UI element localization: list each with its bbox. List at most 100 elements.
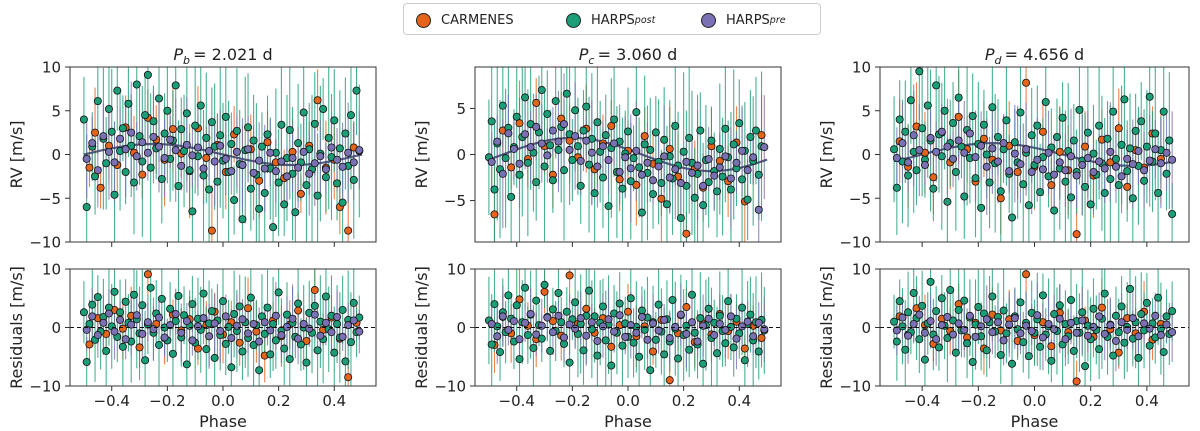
legend-marker-carmenes bbox=[416, 12, 431, 28]
x-tick-label: 0.2 bbox=[267, 392, 291, 410]
data-point bbox=[965, 129, 974, 138]
data-point bbox=[305, 324, 314, 333]
data-point bbox=[892, 183, 901, 192]
data-point bbox=[749, 153, 758, 162]
data-point bbox=[760, 143, 769, 152]
data-point bbox=[143, 148, 152, 157]
data-point bbox=[640, 132, 649, 141]
data-point bbox=[1145, 92, 1154, 101]
data-point bbox=[1038, 333, 1047, 342]
data-point bbox=[943, 334, 952, 343]
data-point bbox=[704, 155, 713, 164]
legend-item-harps-pre: HARPS pre bbox=[701, 10, 786, 30]
data-point bbox=[1123, 167, 1132, 176]
data-point bbox=[598, 322, 607, 331]
data-point bbox=[91, 128, 100, 137]
data-point bbox=[649, 347, 658, 356]
data-point bbox=[643, 335, 652, 344]
data-point bbox=[121, 167, 130, 176]
data-point bbox=[249, 319, 258, 328]
data-point bbox=[171, 81, 180, 90]
data-point bbox=[1142, 142, 1151, 151]
data-point bbox=[149, 117, 158, 126]
data-point bbox=[238, 315, 247, 324]
data-point bbox=[118, 324, 127, 333]
data-point bbox=[93, 293, 102, 302]
data-point bbox=[971, 174, 980, 183]
y-axis-label: Residuals [m/s] bbox=[7, 266, 26, 389]
data-point bbox=[82, 202, 91, 211]
data-point bbox=[1069, 136, 1078, 145]
data-point bbox=[1047, 181, 1056, 190]
data-point bbox=[757, 131, 766, 140]
data-point bbox=[1058, 113, 1067, 122]
data-point bbox=[1095, 157, 1104, 166]
legend: CARMENES HARPS post HARPS pre bbox=[403, 3, 821, 35]
data-point bbox=[632, 146, 641, 155]
data-point bbox=[349, 316, 358, 325]
data-point bbox=[929, 173, 938, 182]
data-point bbox=[1168, 209, 1177, 218]
data-point bbox=[954, 136, 963, 145]
data-point bbox=[199, 164, 208, 173]
legend-marker-harps-post bbox=[566, 12, 581, 28]
data-point bbox=[313, 96, 322, 105]
x-tick-label: −0.4 bbox=[94, 392, 130, 410]
data-point bbox=[999, 306, 1008, 315]
data-point bbox=[288, 153, 297, 162]
data-point bbox=[163, 106, 172, 115]
data-point bbox=[1154, 188, 1163, 197]
data-point bbox=[210, 157, 219, 166]
data-point bbox=[1114, 181, 1123, 190]
data-point bbox=[1151, 311, 1160, 320]
data-point bbox=[946, 286, 955, 295]
data-point bbox=[132, 152, 141, 161]
data-point bbox=[740, 356, 749, 365]
data-point bbox=[330, 116, 339, 125]
data-point bbox=[898, 313, 907, 322]
data-point bbox=[218, 297, 227, 306]
data-point bbox=[626, 177, 635, 186]
data-point bbox=[333, 319, 342, 328]
data-point bbox=[621, 153, 630, 162]
y-tick-label: 10 bbox=[852, 261, 871, 279]
data-point bbox=[521, 93, 530, 102]
data-point bbox=[166, 321, 175, 330]
data-point bbox=[157, 294, 166, 303]
data-point bbox=[490, 210, 499, 219]
data-point bbox=[548, 176, 557, 185]
data-point bbox=[512, 301, 521, 310]
data-point bbox=[918, 301, 927, 310]
data-point bbox=[1019, 338, 1028, 347]
data-point bbox=[988, 328, 997, 337]
data-point bbox=[1016, 160, 1025, 169]
data-point bbox=[1081, 362, 1090, 371]
data-point bbox=[216, 131, 225, 140]
data-point bbox=[721, 152, 730, 161]
data-point bbox=[971, 153, 980, 162]
data-point bbox=[493, 137, 502, 146]
data-point bbox=[346, 111, 355, 120]
data-point bbox=[996, 350, 1005, 359]
data-point bbox=[1010, 149, 1019, 158]
data-point bbox=[937, 321, 946, 330]
data-point bbox=[660, 152, 669, 161]
data-point bbox=[121, 145, 130, 154]
data-point bbox=[537, 334, 546, 343]
data-point bbox=[124, 99, 133, 108]
data-point bbox=[895, 297, 904, 306]
data-point bbox=[582, 304, 591, 313]
data-point bbox=[1027, 167, 1036, 176]
data-point bbox=[110, 287, 119, 296]
data-point bbox=[249, 341, 258, 350]
data-point bbox=[285, 355, 294, 364]
data-point bbox=[327, 143, 336, 152]
data-point bbox=[715, 163, 724, 172]
data-point bbox=[601, 336, 610, 345]
data-point bbox=[754, 205, 763, 214]
data-point bbox=[671, 322, 680, 331]
data-point bbox=[1072, 328, 1081, 337]
data-point bbox=[96, 183, 105, 192]
x-tick-label: 0.2 bbox=[672, 392, 696, 410]
data-point bbox=[230, 195, 239, 204]
